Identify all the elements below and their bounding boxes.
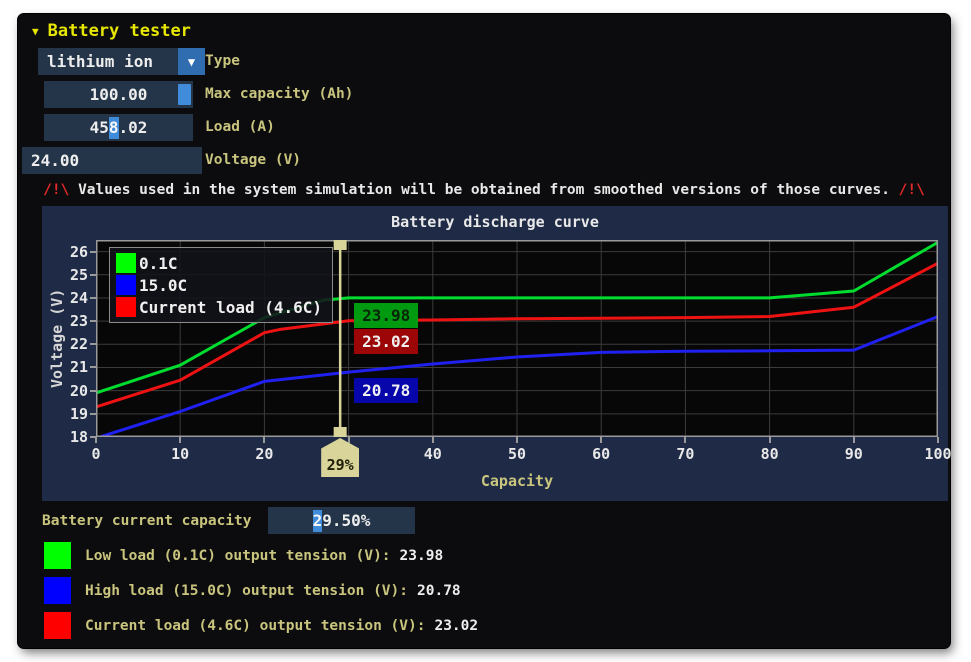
- load-input[interactable]: 458.02: [44, 114, 193, 141]
- load-value-pre: 45: [90, 118, 109, 137]
- y-tick-mark: [90, 320, 96, 322]
- legend-label: 0.1C: [139, 254, 178, 273]
- dropdown-arrow-icon: ▼: [188, 55, 195, 69]
- x-tick-label: 70: [668, 445, 702, 463]
- y-tick-label: 20: [60, 382, 88, 400]
- type-select[interactable]: lithium ion ▼: [38, 48, 205, 75]
- voltage-label: Voltage (V): [205, 147, 301, 174]
- y-tick-label: 18: [60, 428, 88, 446]
- y-tick-label: 23: [60, 312, 88, 330]
- x-tick-mark: [432, 437, 434, 443]
- type-dropdown-button[interactable]: ▼: [178, 48, 205, 75]
- section-title: Battery tester: [48, 21, 191, 41]
- x-tick-label: 50: [500, 445, 534, 463]
- high-load-color-swatch: [44, 577, 71, 604]
- legend-swatch: [116, 297, 136, 317]
- x-tick-mark: [263, 437, 265, 443]
- max-capacity-label: Max capacity (Ah): [205, 81, 353, 108]
- legend-item-15.0C: 15.0C: [116, 275, 322, 295]
- cursor-line-cap[interactable]: [334, 427, 347, 437]
- y-tick-mark: [90, 390, 96, 392]
- x-tick-mark: [937, 437, 939, 443]
- chart-title: Battery discharge curve: [42, 213, 948, 231]
- type-select-value: lithium ion: [47, 52, 153, 71]
- current-load-color-swatch: [44, 612, 71, 639]
- x-tick-mark: [684, 437, 686, 443]
- battery-current-capacity-label: Battery current capacity: [42, 508, 252, 535]
- y-tick-mark: [90, 251, 96, 253]
- battery-tester-header[interactable]: ▼ Battery tester: [32, 19, 191, 43]
- x-tick-mark: [348, 437, 350, 443]
- voltage-input[interactable]: 24.00: [22, 147, 202, 174]
- current-load-value: 23.02: [434, 618, 478, 634]
- load-label: Load (A): [205, 114, 275, 141]
- legend-swatch: [116, 253, 136, 273]
- readout-high-load: High load (15.0C) output tension (V): 20…: [44, 577, 461, 604]
- warning-icon-right: /!\: [899, 182, 925, 198]
- y-tick-label: 24: [60, 289, 88, 307]
- low-load-label: Low load (0.1C) output tension (V):: [85, 548, 391, 564]
- voltage-value: 24.00: [31, 151, 79, 170]
- y-tick-mark: [90, 436, 96, 438]
- x-tick-label: 20: [247, 445, 281, 463]
- y-tick-label: 21: [60, 358, 88, 376]
- legend-label: Current load (4.6C): [139, 298, 322, 317]
- chart-legend: 0.1C 15.0C Current load (4.6C): [109, 247, 333, 323]
- load-value-post: .02: [119, 118, 148, 137]
- capacity-slider-handle[interactable]: 29%: [321, 438, 359, 477]
- y-tick-label: 25: [60, 266, 88, 284]
- warning-icon-left: /!\: [43, 182, 69, 198]
- x-tick-label: 100: [921, 445, 955, 463]
- x-tick-label: 60: [584, 445, 618, 463]
- legend-item-Current load (4.6C): Current load (4.6C): [116, 297, 322, 317]
- collapse-arrow-icon: ▼: [32, 26, 39, 37]
- warning-message: Values used in the system simulation wil…: [78, 182, 890, 198]
- y-tick-label: 19: [60, 405, 88, 423]
- capacity-value-post: 9.50%: [322, 511, 370, 530]
- x-axis-label: Capacity: [96, 472, 938, 490]
- x-tick-mark: [769, 437, 771, 443]
- battery-current-capacity-input[interactable]: 29.50%: [268, 507, 415, 534]
- cursor-value-marker-15.0C: 20.78: [354, 378, 418, 403]
- y-tick-mark: [90, 297, 96, 299]
- text-cursor: 8: [109, 117, 119, 139]
- x-tick-mark: [600, 437, 602, 443]
- x-tick-mark: [179, 437, 181, 443]
- readout-low-load: Low load (0.1C) output tension (V): 23.9…: [44, 542, 443, 569]
- y-tick-label: 26: [60, 243, 88, 261]
- y-tick-mark: [90, 413, 96, 415]
- low-load-color-swatch: [44, 542, 71, 569]
- current-load-label: Current load (4.6C) output tension (V):: [85, 618, 425, 634]
- max-capacity-value: 100.00: [90, 85, 148, 104]
- plot-area: 0.1C 15.0C Current load (4.6C) 23.9823.02 2…: [96, 240, 938, 437]
- warning-text: /!\ Values used in the system simulation…: [18, 182, 950, 198]
- battery-tester-window: ▼ Battery tester lithium ion ▼ Type 100.…: [18, 14, 950, 648]
- y-tick-mark: [90, 343, 96, 345]
- y-tick-label: 22: [60, 335, 88, 353]
- high-load-value: 20.78: [417, 583, 461, 599]
- x-tick-label: 10: [163, 445, 197, 463]
- cursor-value-marker-Current load (4.6C): 23.02: [354, 329, 418, 354]
- legend-item-0.1C: 0.1C: [116, 253, 322, 273]
- x-tick-label: 0: [79, 445, 113, 463]
- x-tick-mark: [853, 437, 855, 443]
- type-label: Type: [205, 48, 240, 75]
- y-tick-mark: [90, 366, 96, 368]
- cursor-value-marker-0.1C: 23.98: [354, 303, 418, 328]
- y-tick-mark: [90, 274, 96, 276]
- high-load-label: High load (15.0C) output tension (V):: [85, 583, 408, 599]
- chart-panel: Battery discharge curve Voltage (V) 0.1C…: [42, 206, 948, 501]
- max-capacity-input[interactable]: 100.00: [44, 81, 193, 108]
- spinner-drag-handle[interactable]: [178, 84, 191, 105]
- legend-swatch: [116, 275, 136, 295]
- low-load-value: 23.98: [400, 548, 444, 564]
- x-tick-label: 80: [753, 445, 787, 463]
- x-tick-label: 40: [416, 445, 450, 463]
- readout-current-load: Current load (4.6C) output tension (V): …: [44, 612, 478, 639]
- x-tick-label: 90: [837, 445, 871, 463]
- x-tick-mark: [516, 437, 518, 443]
- legend-label: 15.0C: [139, 276, 187, 295]
- cursor-line-cap[interactable]: [334, 240, 347, 250]
- text-cursor: 2: [313, 510, 323, 532]
